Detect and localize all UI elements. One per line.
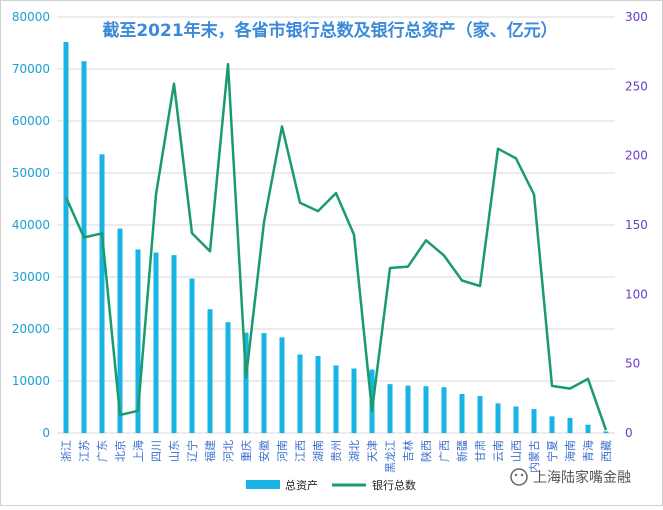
watermark: 上海陆家嘴金融	[510, 468, 631, 486]
x-tick-label: 辽宁	[185, 440, 199, 462]
asset-bar	[549, 416, 555, 433]
asset-bar	[63, 41, 69, 434]
asset-bar	[135, 249, 141, 433]
x-tick-label: 上海	[131, 440, 145, 462]
x-tick-label: 北京	[113, 440, 127, 462]
right-tick-label: 200	[625, 149, 648, 163]
x-tick-label: 海南	[563, 440, 577, 462]
asset-bar	[423, 386, 429, 433]
x-tick-label: 四川	[150, 440, 163, 462]
left-tick-label: 50000	[12, 166, 50, 180]
x-tick-label: 湖北	[348, 440, 361, 462]
legend: 总资产 银行总数	[246, 478, 416, 492]
wechat-icon-eye-left	[514, 473, 518, 477]
chart-title: 截至2021年末，各省市银行总数及银行总资产（家、亿元）	[102, 20, 557, 41]
x-axis-labels: 浙江 江苏 广东 北京 上海 四川 山东 辽宁 福建 河北 重庆 安徽 河南 江西 湖南 贵州 湖北 天津 黑龙江吉…	[60, 440, 613, 473]
asset-bar	[315, 356, 321, 433]
asset-bar	[81, 61, 87, 433]
asset-bar	[189, 278, 195, 433]
x-tick-label: 重庆	[239, 440, 253, 462]
asset-bar	[441, 387, 447, 433]
x-tick-label: 浙江	[60, 440, 73, 462]
x-tick-label: 山西	[510, 440, 523, 462]
right-tick-label: 300	[625, 10, 648, 24]
left-tick-label: 70000	[12, 62, 50, 76]
x-tick-label: 吉林	[401, 440, 415, 462]
left-axis: 0 10000 20000 30000 40000 50000 60000 70000 8000…	[12, 10, 50, 440]
legend-line-label: 银行总数	[372, 478, 416, 492]
x-tick-label: 福建	[203, 440, 217, 462]
asset-bar	[459, 394, 465, 433]
left-tick-label: 30000	[12, 270, 50, 284]
x-tick-label: 陕西	[419, 440, 433, 462]
asset-bar	[513, 406, 519, 433]
left-tick-label: 80000	[12, 10, 50, 24]
left-tick-label: 10000	[12, 374, 50, 388]
bank-count-line-path	[64, 62, 608, 431]
asset-bar	[405, 385, 411, 433]
x-tick-label: 湖南	[312, 440, 325, 462]
right-tick-label: 50	[625, 357, 640, 371]
left-tick-label: 60000	[12, 114, 50, 128]
right-tick-label: 150	[625, 218, 648, 232]
asset-bar	[261, 333, 267, 433]
right-tick-label: 250	[625, 79, 648, 93]
x-tick-label: 西藏	[600, 440, 613, 462]
wechat-icon	[510, 468, 528, 486]
x-tick-label: 内蒙古	[527, 440, 541, 473]
watermark-text: 上海陆家嘴金融	[533, 469, 631, 486]
x-tick-label: 广西	[438, 440, 451, 462]
asset-bar	[171, 255, 177, 433]
asset-bar	[351, 368, 357, 433]
asset-bar	[279, 337, 285, 433]
x-tick-label: 云南	[492, 440, 505, 462]
legend-bar-swatch	[246, 480, 280, 489]
x-tick-label: 广东	[96, 440, 109, 462]
wechat-icon-eye-right	[520, 473, 524, 477]
x-tick-label: 天津	[366, 440, 379, 462]
asset-bar	[243, 332, 249, 433]
x-tick-label: 青海	[581, 440, 595, 462]
asset-bar	[117, 228, 123, 433]
x-tick-label: 河北	[222, 440, 235, 462]
x-tick-label: 河南	[276, 440, 289, 462]
asset-bar	[153, 252, 159, 433]
x-tick-label: 宁夏	[545, 440, 559, 462]
right-tick-label: 100	[625, 287, 648, 301]
right-axis: 0 50 100 150 200 250 300	[625, 10, 648, 440]
asset-bar	[297, 354, 303, 433]
left-tick-label: 0	[42, 426, 50, 440]
x-tick-label: 新疆	[455, 440, 469, 462]
bank-count-line	[64, 62, 608, 431]
x-tick-label: 贵州	[330, 440, 343, 462]
right-tick-label: 0	[625, 426, 633, 440]
asset-bar	[99, 154, 105, 433]
asset-bars	[63, 41, 609, 434]
asset-bar	[495, 403, 501, 433]
x-tick-label: 江苏	[78, 440, 91, 462]
asset-bar	[567, 417, 573, 433]
asset-bar	[225, 322, 231, 433]
x-tick-label: 黑龙江	[384, 440, 397, 473]
asset-bar	[531, 409, 537, 433]
asset-bar	[207, 309, 213, 433]
asset-bar	[333, 365, 339, 433]
x-tick-label: 山东	[168, 440, 181, 462]
left-tick-label: 20000	[12, 322, 50, 336]
legend-bar-label: 总资产	[285, 478, 318, 492]
asset-bar	[387, 384, 393, 433]
left-tick-label: 40000	[12, 218, 50, 232]
x-tick-label: 江西	[294, 440, 307, 462]
asset-bar	[477, 396, 483, 433]
x-tick-label: 甘肃	[474, 440, 487, 462]
x-tick-label: 安徽	[257, 440, 271, 462]
asset-bar	[603, 431, 609, 433]
asset-bar	[585, 424, 591, 433]
